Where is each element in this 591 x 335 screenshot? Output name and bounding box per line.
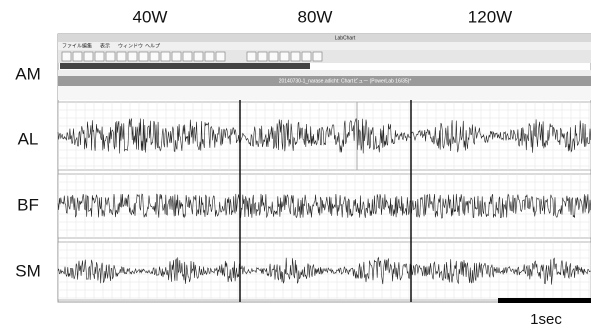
toolbar-icon[interactable] [84, 52, 93, 61]
scale-bar [498, 298, 591, 303]
toolbar [58, 50, 591, 63]
menu-item[interactable]: ヘルプ [145, 43, 160, 49]
window-title: LabChart [335, 35, 356, 41]
toolbar-icon[interactable] [172, 52, 181, 61]
toolbar-icons [62, 52, 322, 61]
scale-bar-label: 1sec [530, 311, 562, 328]
title-bar [58, 34, 591, 42]
toolbar-icon[interactable] [302, 52, 311, 61]
toolbar-icon[interactable] [128, 52, 137, 61]
row-label: SM [15, 261, 41, 280]
toolbar-icon[interactable] [280, 52, 289, 61]
column-label: 40W [133, 7, 168, 26]
toolbar-icon[interactable] [73, 52, 82, 61]
toolbar-gap [58, 70, 591, 76]
figure: 40W 80W 120W AM AL BF SM LabChart ファイル 編… [0, 0, 591, 330]
toolbar-icon[interactable] [161, 52, 170, 61]
toolbar-icon[interactable] [139, 52, 148, 61]
menu-item[interactable]: ファイル [62, 43, 82, 49]
toolbar-icon[interactable] [194, 52, 203, 61]
toolbar-icon[interactable] [291, 52, 300, 61]
row-label: BF [17, 195, 39, 214]
toolbar-icon[interactable] [117, 52, 126, 61]
toolbar-icon[interactable] [106, 52, 115, 61]
menu-item[interactable]: 表示 [100, 42, 110, 49]
toolbar-icon[interactable] [205, 52, 214, 61]
column-label: 120W [468, 7, 512, 26]
toolbar-icon[interactable] [62, 52, 71, 61]
row-label: AM [15, 64, 41, 83]
toolbar-icon[interactable] [150, 52, 159, 61]
menu-item[interactable]: ウィンドウ [118, 42, 143, 49]
toolbar-icon[interactable] [313, 52, 322, 61]
menu-item[interactable]: 編集 [82, 42, 92, 49]
toolbar-icon[interactable] [269, 52, 278, 61]
toolbar-icon[interactable] [258, 52, 267, 61]
column-label: 80W [298, 7, 333, 26]
toolbar-icon[interactable] [216, 52, 225, 61]
toolbar-tabs [60, 63, 310, 69]
software-window: LabChart ファイル 編集 表示 ウィンドウ ヘルプ 20140730-1… [58, 34, 591, 302]
toolbar-icon[interactable] [95, 52, 104, 61]
trace-area [58, 100, 591, 302]
toolbar-icon[interactable] [247, 52, 256, 61]
document-title: 20140730-1_narase.adicht: Chartビュー (Powe… [279, 77, 412, 84]
ruler [58, 86, 591, 100]
toolbar-icon[interactable] [183, 52, 192, 61]
row-label: AL [18, 129, 39, 148]
